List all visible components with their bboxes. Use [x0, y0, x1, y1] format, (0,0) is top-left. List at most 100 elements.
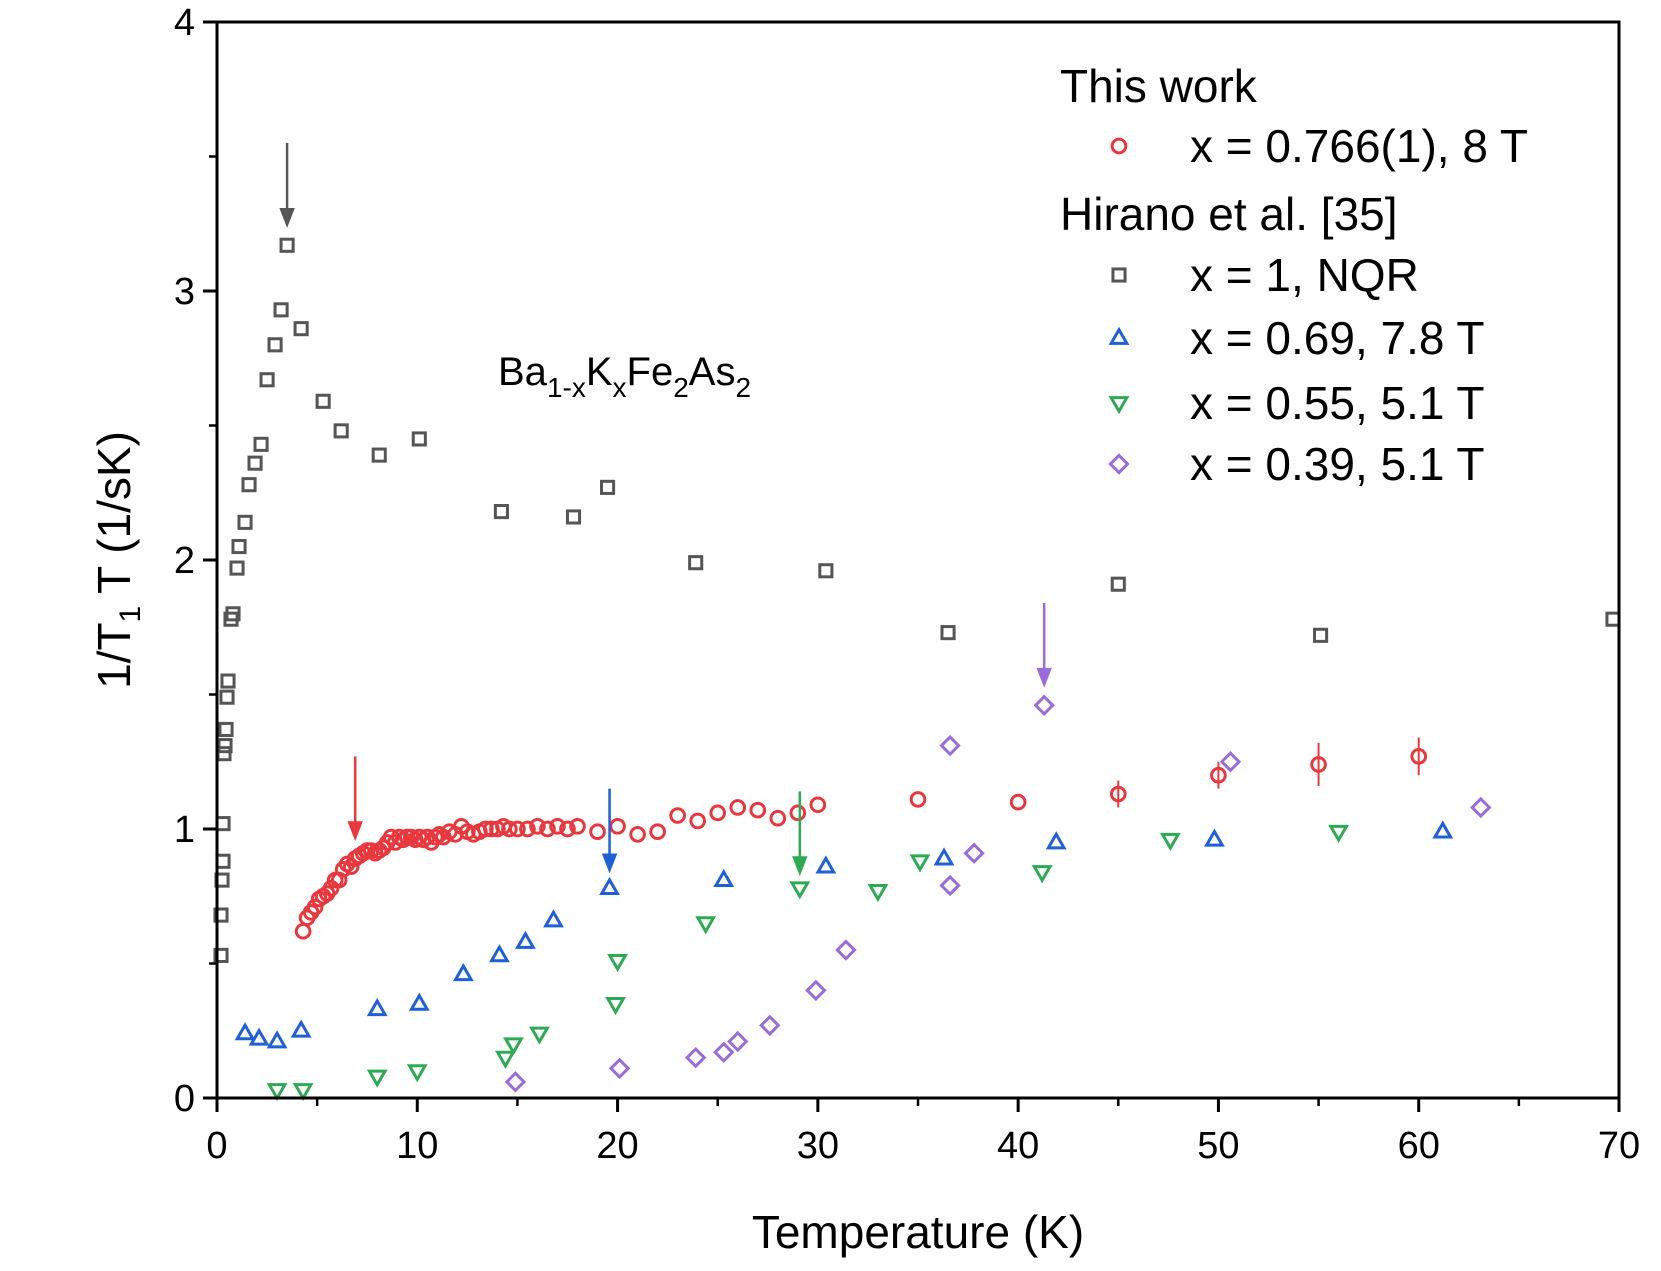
arrow-head: [601, 853, 618, 874]
data-point: [539, 820, 556, 838]
legend-entry: x = 0.39, 5.1 T: [1108, 438, 1485, 490]
data-point: [559, 820, 576, 838]
data-point: [815, 855, 837, 874]
x-tick-label: 70: [1598, 1125, 1640, 1167]
y-axis-title-part: T (1/sK): [88, 431, 140, 606]
data-point: [608, 1057, 631, 1080]
data-point: [406, 1064, 428, 1083]
data-point: [1605, 611, 1621, 627]
data-point: [589, 823, 606, 841]
data-point: [933, 847, 955, 866]
data-point: [939, 734, 961, 757]
x-axis-title: Temperature (K): [752, 1206, 1084, 1258]
data-point: [241, 477, 257, 493]
annotations: Ba1-xKxFe2As2: [279, 143, 1052, 877]
data-point: [963, 842, 985, 864]
data-point: [769, 809, 787, 827]
data-point: [213, 947, 229, 963]
data-point: [218, 721, 234, 738]
series-group: [266, 824, 1350, 1102]
y-axis-title-subscript: 1: [114, 606, 147, 623]
data-point: [939, 874, 961, 897]
data-point: [253, 436, 269, 452]
data-point: [273, 302, 289, 318]
legend: This work Hirano et al. [35] x = 0.766(1),…: [1060, 60, 1528, 490]
data-point: [759, 1014, 781, 1037]
legend-entry: x = 0.766(1), 8 T: [1110, 120, 1528, 172]
data-point: [1110, 576, 1126, 592]
data-point: [220, 673, 236, 689]
data-point: [565, 509, 582, 525]
legend-entry: x = 1, NQR: [1111, 249, 1419, 301]
compound-label-subscript: x: [613, 372, 627, 403]
legend-marker: [1108, 453, 1130, 475]
data-point: [695, 916, 717, 935]
legend-group-title: Hirano et al. [35]: [1060, 188, 1398, 240]
data-point: [266, 1083, 288, 1102]
data-point: [306, 898, 324, 916]
data-point: [248, 1027, 270, 1046]
x-tick-label: 60: [1398, 1125, 1440, 1167]
x-tick-label: 20: [596, 1125, 638, 1167]
arrow-head: [792, 856, 808, 877]
data-point: [371, 447, 387, 463]
data-point: [789, 881, 811, 900]
data-point: [609, 817, 626, 835]
x-tick-label: 50: [1197, 1125, 1239, 1167]
legend-group-title: This work: [1060, 60, 1258, 112]
data-point: [727, 1030, 749, 1053]
data-point: [267, 337, 283, 353]
data-point: [1470, 796, 1492, 819]
data-point: [1203, 828, 1225, 847]
data-point: [259, 372, 275, 388]
legend-label: x = 0.766(1), 8 T: [1190, 120, 1528, 172]
data-point: [1159, 832, 1181, 852]
data-point: [1109, 785, 1127, 803]
data-point: [333, 423, 349, 439]
data-point: [789, 804, 807, 822]
series-group: [294, 748, 1428, 940]
arrow-head: [1036, 667, 1052, 688]
compound-label-part: K: [586, 350, 613, 394]
legend-entry: x = 0.69, 7.8 T: [1108, 312, 1485, 364]
data-point: [805, 979, 827, 1002]
data-point: [217, 738, 233, 754]
data-point: [290, 1019, 312, 1038]
data-point: [408, 992, 430, 1011]
data-point: [1410, 748, 1428, 765]
y-tick-label: 1: [174, 809, 195, 851]
plot-frame: [215, 20, 1621, 1100]
compound-label-subscript: 2: [735, 372, 751, 403]
data-point: [867, 884, 889, 903]
data-point: [835, 939, 857, 961]
legend-entry: x = 0.55, 5.1 T: [1108, 377, 1485, 429]
series-group: [234, 820, 1454, 1049]
data-point: [477, 820, 494, 838]
data-point: [529, 817, 546, 835]
data-point: [1045, 831, 1067, 850]
legend-marker: [1108, 396, 1130, 415]
data-point: [266, 1030, 288, 1049]
legend-label: x = 1, NQR: [1190, 249, 1419, 301]
data-point: [504, 1071, 527, 1093]
data-point: [709, 804, 727, 822]
data-point: [452, 963, 474, 982]
data-point: [749, 801, 767, 819]
data-point: [493, 504, 509, 520]
data-point: [494, 1050, 516, 1069]
x-tick-label: 40: [997, 1125, 1039, 1167]
compound-label-part: Ba: [498, 350, 548, 394]
data-point: [689, 812, 707, 830]
data-point: [605, 996, 627, 1016]
data-point: [629, 826, 646, 843]
plot-area: [213, 237, 1621, 1102]
data-point: [279, 237, 295, 253]
data-point: [649, 823, 666, 841]
data-point: [366, 1069, 388, 1088]
data-point: [909, 854, 931, 873]
data-point: [713, 1041, 735, 1063]
data-point: [684, 1046, 707, 1069]
data-point: [809, 796, 827, 814]
data-point: [294, 922, 312, 940]
